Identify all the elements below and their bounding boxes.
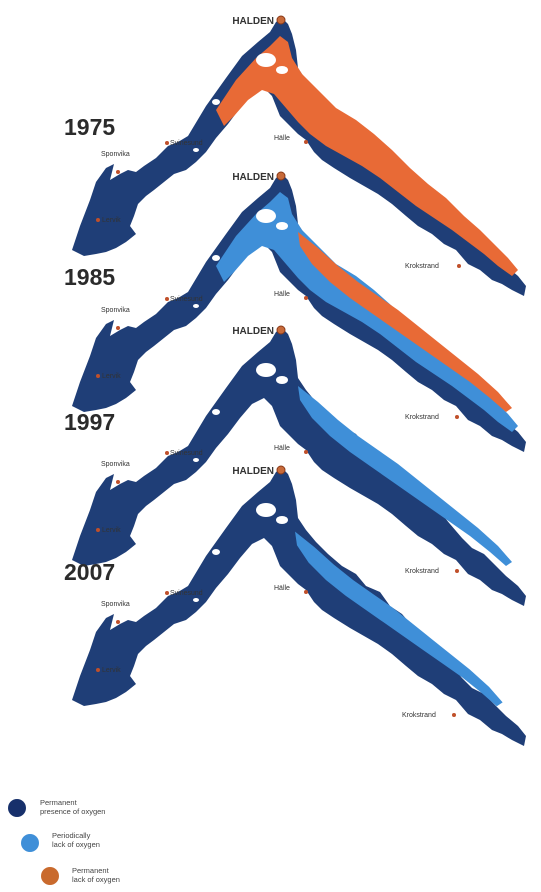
island (256, 209, 276, 223)
island (256, 53, 276, 67)
place-krokstrand: Krokstrand (402, 712, 436, 719)
place-sponvika: Sponvika (101, 461, 130, 468)
place-svinesund: Svinesund (170, 590, 203, 597)
legend-item-permanent-lack: Permanent lack of oxygen (41, 866, 120, 885)
place-marker (165, 297, 169, 301)
place-marker (96, 374, 100, 378)
island (256, 363, 276, 377)
place-sponvika: Sponvika (101, 307, 130, 314)
place-halle: Hälle (274, 291, 290, 298)
place-marker (304, 590, 308, 594)
place-marker (165, 141, 169, 145)
year-label: 1985 (64, 264, 115, 290)
map-panel-1985: 1985 HALDEN Svinesund Sponvika Lervik Hälle Kr… (64, 171, 526, 452)
island (212, 99, 220, 105)
place-halle: Hälle (274, 585, 290, 592)
place-marker (455, 415, 459, 419)
place-marker (165, 451, 169, 455)
place-svinesund: Svinesund (170, 296, 203, 303)
map-panel-2007: 2007 HALDEN Svinesund Sponvika Lervik Hälle Kr… (64, 465, 526, 746)
halden-marker (276, 465, 286, 475)
place-krokstrand: Krokstrand (405, 263, 439, 270)
place-marker (165, 591, 169, 595)
year-label: 2007 (64, 559, 115, 585)
island (256, 503, 276, 517)
place-halden: HALDEN (232, 172, 274, 183)
legend-line2: presence of oxygen (40, 807, 105, 816)
place-svinesund: Svinesund (170, 450, 203, 457)
place-lervik: Lervik (102, 217, 121, 224)
halden-marker (276, 15, 286, 25)
place-svinesund: Svinesund (170, 140, 203, 147)
island (193, 304, 199, 308)
place-lervik: Lervik (102, 667, 121, 674)
place-marker (116, 170, 120, 174)
legend-swatch-light-blue (21, 834, 39, 852)
place-marker (116, 326, 120, 330)
year-label: 1997 (64, 409, 115, 435)
island (276, 222, 288, 230)
island (193, 458, 199, 462)
island (276, 66, 288, 74)
map-panel-1975: 1975 HALDEN Svinesund Sponvika Lervik Hälle Kr… (64, 15, 526, 296)
place-halden: HALDEN (232, 466, 274, 477)
legend: Permanent presence of oxygen Periodicall… (8, 798, 120, 885)
halden-marker (276, 325, 286, 335)
place-marker (455, 569, 459, 573)
island (276, 376, 288, 384)
place-marker (96, 668, 100, 672)
place-marker (304, 296, 308, 300)
legend-line2: lack of oxygen (52, 840, 100, 849)
place-marker (96, 218, 100, 222)
legend-line2: lack of oxygen (72, 875, 120, 884)
legend-swatch-orange (41, 867, 59, 885)
halden-marker (276, 171, 286, 181)
place-halden: HALDEN (232, 16, 274, 27)
legend-item-permanent-oxygen: Permanent presence of oxygen (8, 798, 105, 817)
year-label: 1975 (64, 114, 115, 140)
legend-swatch-dark-blue (8, 799, 26, 817)
place-halle: Hälle (274, 135, 290, 142)
place-halle: Hälle (274, 445, 290, 452)
place-krokstrand: Krokstrand (405, 568, 439, 575)
island (212, 255, 220, 261)
map-panel-1997: 1997 HALDEN Svinesund Sponvika Lervik Hälle Kr… (64, 325, 526, 606)
place-marker (116, 620, 120, 624)
place-sponvika: Sponvika (101, 151, 130, 158)
legend-line1: Periodically (52, 831, 91, 840)
legend-line1: Permanent (40, 798, 78, 807)
place-lervik: Lervik (102, 373, 121, 380)
place-marker (457, 264, 461, 268)
legend-item-periodic-lack: Periodically lack of oxygen (21, 831, 100, 852)
place-marker (304, 450, 308, 454)
island (212, 549, 220, 555)
place-marker (452, 713, 456, 717)
place-marker (96, 528, 100, 532)
place-lervik: Lervik (102, 527, 121, 534)
island (193, 598, 199, 602)
place-krokstrand: Krokstrand (405, 414, 439, 421)
island (276, 516, 288, 524)
place-marker (116, 480, 120, 484)
island (193, 148, 199, 152)
place-halden: HALDEN (232, 326, 274, 337)
place-marker (304, 140, 308, 144)
island (212, 409, 220, 415)
place-sponvika: Sponvika (101, 601, 130, 608)
legend-line1: Permanent (72, 866, 110, 875)
